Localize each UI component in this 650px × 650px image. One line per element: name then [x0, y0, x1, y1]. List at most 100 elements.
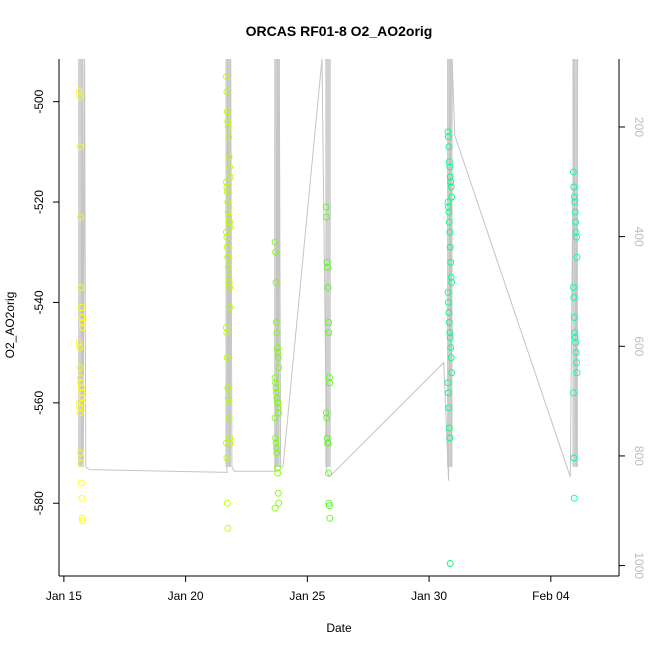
- data-point: [222, 73, 230, 81]
- data-point: [222, 439, 230, 447]
- data-point: [570, 454, 578, 462]
- data-point: [569, 283, 577, 291]
- data-point: [324, 263, 332, 271]
- data-point: [226, 218, 234, 226]
- points-layer: [75, 73, 581, 567]
- data-point: [325, 502, 333, 510]
- data-point: [223, 329, 231, 337]
- data-point: [225, 153, 233, 161]
- data-point: [447, 258, 455, 266]
- data-point: [224, 263, 232, 271]
- data-point: [224, 208, 232, 216]
- data-point: [273, 394, 281, 402]
- data-point: [570, 183, 578, 191]
- data-point: [272, 384, 280, 392]
- data-point: [77, 384, 85, 392]
- data-point: [222, 178, 230, 186]
- data-point: [77, 374, 84, 382]
- data-point: [78, 514, 86, 522]
- series-RF04: [322, 203, 334, 522]
- data-point: [446, 329, 454, 337]
- data-point: [573, 253, 581, 261]
- data-point: [274, 354, 282, 362]
- altitude-line: [80, 59, 579, 481]
- data-point: [75, 399, 83, 407]
- data-point: [274, 469, 282, 477]
- data-point: [76, 143, 84, 151]
- y-axis-label: O2_AO2orig: [3, 292, 17, 359]
- data-point: [322, 409, 330, 417]
- data-point: [325, 329, 333, 337]
- data-point: [447, 178, 455, 186]
- data-point: [323, 434, 331, 442]
- data-point: [572, 218, 580, 226]
- data-point: [445, 404, 453, 412]
- y2-tick-label: 400: [632, 227, 646, 247]
- data-point: [323, 258, 331, 266]
- data-point: [323, 414, 331, 422]
- data-point: [573, 233, 580, 241]
- y-tick-label: -540: [32, 290, 46, 314]
- data-point: [224, 198, 232, 206]
- data-point: [447, 354, 455, 362]
- data-point: [75, 88, 83, 96]
- data-point: [79, 517, 87, 525]
- data-point: [445, 143, 453, 151]
- data-point: [77, 283, 85, 291]
- data-point: [273, 389, 280, 397]
- data-point: [274, 349, 282, 357]
- data-point: [446, 163, 454, 171]
- data-point: [271, 238, 279, 246]
- data-point: [570, 293, 578, 301]
- data-point: [448, 278, 456, 286]
- data-point: [77, 379, 85, 387]
- data-point: [446, 228, 454, 236]
- data-point: [223, 183, 231, 191]
- data-point: [225, 133, 233, 141]
- data-point: [325, 319, 332, 326]
- data-point: [274, 404, 282, 412]
- data-point: [78, 319, 86, 326]
- data-point: [570, 494, 578, 502]
- data-point: [448, 369, 456, 377]
- data-point: [570, 193, 578, 201]
- data-point: [226, 283, 234, 291]
- x-tick-label: Jan 20: [168, 589, 204, 603]
- data-point: [223, 188, 231, 196]
- series-RF03: [271, 238, 283, 512]
- data-point: [225, 399, 233, 407]
- data-point: [447, 344, 455, 352]
- data-point: [324, 439, 332, 447]
- data-point: [79, 399, 87, 407]
- data-point: [77, 213, 84, 221]
- y2-tick-label: 1000: [632, 552, 646, 579]
- data-point: [274, 489, 282, 497]
- data-point: [275, 409, 283, 417]
- data-point: [447, 183, 455, 191]
- data-point: [323, 213, 331, 221]
- data-point: [223, 108, 231, 116]
- data-point: [77, 304, 85, 311]
- data-point: [274, 399, 282, 407]
- y-tick-label: -580: [32, 491, 46, 515]
- data-point: [273, 449, 281, 457]
- data-point: [271, 414, 279, 422]
- data-point: [76, 404, 84, 412]
- data-point: [79, 324, 87, 331]
- data-point: [271, 374, 279, 382]
- data-point: [271, 504, 279, 512]
- data-point: [272, 439, 280, 447]
- data-point: [226, 163, 234, 171]
- data-point: [223, 88, 231, 96]
- data-point: [572, 228, 580, 236]
- data-point: [225, 414, 233, 422]
- data-point: [78, 314, 86, 321]
- data-point: [226, 434, 234, 442]
- y-tick-label: -560: [32, 391, 46, 415]
- data-point: [272, 248, 280, 256]
- data-point: [571, 208, 579, 216]
- data-point: [273, 444, 280, 452]
- data-point: [444, 298, 452, 306]
- data-point: [326, 379, 334, 387]
